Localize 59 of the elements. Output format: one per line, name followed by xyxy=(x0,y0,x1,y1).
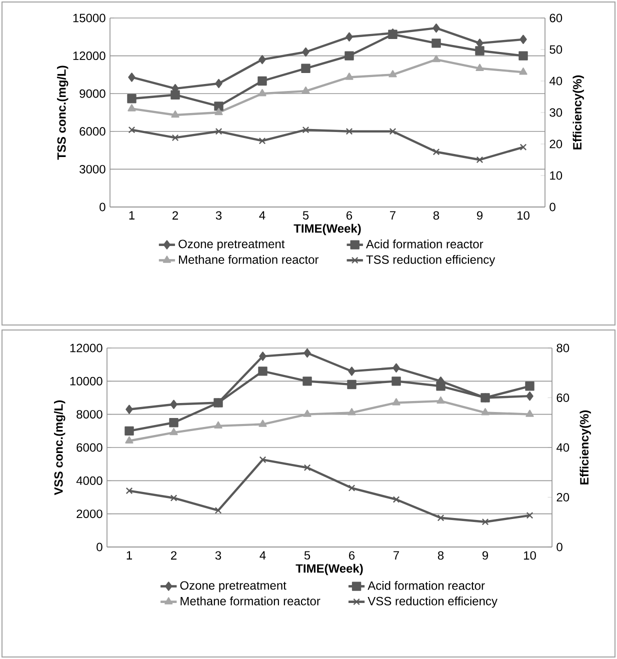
legend-label: Acid formation reactor xyxy=(368,581,485,590)
legend-label: Methane formation reactor xyxy=(180,596,320,606)
y-tick-label: 0 xyxy=(96,542,102,552)
x-tick-label: 5 xyxy=(302,211,309,220)
x-tick-label: 5 xyxy=(304,551,310,560)
y-axis-title: TSS conc.(mg/L) xyxy=(57,66,68,160)
x-tick-label: 10 xyxy=(524,551,536,560)
y2-tick-label: 40 xyxy=(549,76,562,86)
y2-tick-label: 50 xyxy=(550,45,562,54)
y2-tick-label: 30 xyxy=(550,108,562,117)
y2-tick-label: 20 xyxy=(556,493,570,502)
x-tick-label: 2 xyxy=(171,551,176,560)
y-tick-label: 2000 xyxy=(76,510,102,518)
x-tick-label: 6 xyxy=(346,211,352,220)
legend-label: TSS reduction efficiency xyxy=(366,255,496,266)
legend-label: Ozone pretreatment xyxy=(178,240,285,251)
y2-tick-label: 60 xyxy=(550,14,562,22)
x-tick-label: 4 xyxy=(259,211,266,220)
y2-tick-label: 80 xyxy=(556,344,570,352)
legend-label: Acid formation reactor xyxy=(366,240,484,248)
y-tick-label: 8000 xyxy=(76,410,102,419)
legend-label: VSS reduction efficiency xyxy=(368,596,498,608)
y-tick-label: 6000 xyxy=(80,127,106,136)
x-tick-label: 9 xyxy=(476,211,483,220)
y-tick-label: 0 xyxy=(100,202,106,212)
legend-label: Methane formation reactor xyxy=(179,255,319,264)
y-tick-label: 6000 xyxy=(76,443,102,452)
x-axis-title: TIME(Week) xyxy=(294,224,361,236)
y2-tick-label: 40 xyxy=(556,443,570,452)
y-axis-title: VSS conc.(mg/L) xyxy=(54,400,66,496)
x-tick-label: 9 xyxy=(482,551,488,560)
y2-tick-label: 0 xyxy=(550,202,556,212)
x-tick-label: 3 xyxy=(216,211,222,220)
y-tick-label: 10000 xyxy=(70,376,102,386)
x-tick-label: 8 xyxy=(433,211,440,220)
x-tick-label: 3 xyxy=(215,551,222,560)
x-tick-label: 4 xyxy=(260,551,266,560)
x-tick-label: 6 xyxy=(349,551,355,560)
x-tick-label: 1 xyxy=(126,551,132,560)
x-tick-label: 8 xyxy=(438,551,444,560)
y2-tick-label: 0 xyxy=(556,542,562,552)
y2-axis-title: Efficiency(%) xyxy=(580,410,591,484)
y-tick-label: 9000 xyxy=(80,89,106,98)
legend-label: Ozone pretreatment xyxy=(180,581,286,592)
y-tick-label: 12000 xyxy=(70,344,102,352)
y-tick-label: 12000 xyxy=(73,52,106,60)
y2-tick-label: 10 xyxy=(550,171,562,180)
y-tick-label: 4000 xyxy=(76,476,102,485)
y2-tick-label: 20 xyxy=(550,140,562,148)
y2-axis-title: Efficiency(%) xyxy=(572,75,584,150)
x-tick-label: 7 xyxy=(390,211,396,220)
x-tick-label: 2 xyxy=(172,211,178,220)
y2-tick-label: 60 xyxy=(556,394,570,402)
x-axis-title: TIME(Week) xyxy=(296,564,363,576)
x-tick-label: 1 xyxy=(129,211,134,220)
y-tick-label: 3000 xyxy=(80,164,106,174)
y-tick-label: 15000 xyxy=(73,14,106,22)
x-tick-label: 7 xyxy=(394,551,399,560)
x-tick-label: 10 xyxy=(517,211,530,220)
